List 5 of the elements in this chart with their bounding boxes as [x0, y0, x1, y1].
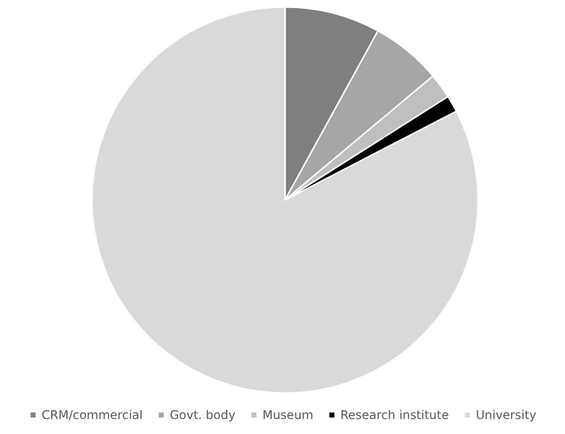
legend-label: University [476, 408, 536, 422]
legend-label: Research institute [340, 408, 449, 422]
legend-label: Govt. body [170, 408, 236, 422]
legend-label: Museum [262, 408, 314, 422]
legend-label: CRM/commercial [42, 408, 143, 422]
